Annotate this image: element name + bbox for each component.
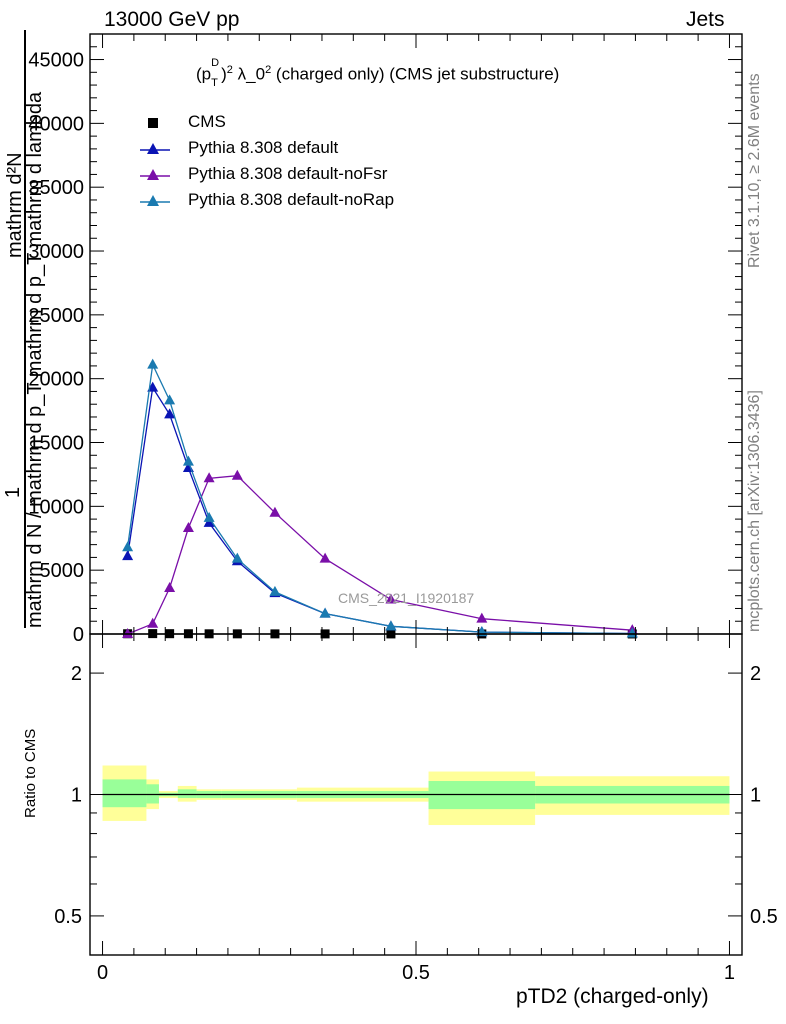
title-part-close: ) (221, 64, 227, 84)
legend-label: Pythia 8.308 default-noRap (188, 190, 395, 209)
series-3-point (164, 394, 176, 405)
y-axis-label-one: 1 (2, 486, 24, 498)
series-2-point (203, 472, 215, 483)
legend-triangle-marker-icon (140, 169, 170, 180)
series-2-point (231, 469, 243, 480)
legend-label: CMS (188, 112, 226, 131)
series-line-2 (127, 475, 633, 635)
series-1-point (122, 550, 134, 561)
main-y-tick-label: 40000 (28, 113, 84, 135)
legend-triangle-marker-icon (140, 143, 170, 154)
main-y-tick-label: 10000 (28, 496, 84, 518)
ratio-y-tick-label-right: 0.5 (750, 906, 778, 928)
title-part-sub-t: T (211, 76, 218, 89)
series-3-point (147, 358, 159, 369)
series-1-point (164, 408, 176, 419)
ratio-y-tick-label-left: 0.5 (54, 906, 82, 928)
legend-entry-cms: CMS (140, 110, 460, 136)
main-y-tick-label: 0 (73, 624, 84, 646)
series-2-point (269, 506, 281, 517)
series-3-point (122, 541, 134, 552)
series-3-point (203, 511, 215, 522)
series-3-point (269, 585, 281, 596)
legend-entry-norap: Pythia 8.308 default-noRap (140, 188, 460, 214)
series-2-point (182, 522, 194, 533)
main-y-tick-label: 5000 (40, 560, 85, 582)
x-tick-label: 0 (97, 962, 108, 984)
title-part-rest: (charged only) (CMS jet substructure) (271, 64, 560, 84)
series-3-point (182, 455, 194, 466)
series-2-point (147, 617, 159, 628)
legend-label: Pythia 8.308 default (188, 138, 339, 157)
title-part-sup-2b: 2 (265, 64, 272, 76)
ratio-y-tick-label-left: 1 (71, 785, 82, 807)
series-3-point (231, 552, 243, 563)
series-2-point (319, 552, 331, 563)
ratio-inner-band (146, 784, 159, 804)
main-title: (p D T)2 λ_02 (charged only) (CMS jet subs… (196, 57, 560, 89)
legend-square-marker-icon (148, 118, 158, 128)
main-y-tick-label: 30000 (28, 241, 84, 263)
x-tick-label: 0.5 (402, 962, 430, 984)
title-part-lambda: λ_0 (232, 64, 266, 84)
analysis-watermark: CMS_2021_I1920187 (338, 590, 475, 606)
mcplots-label: mcplots.cern.ch [arXiv:1306.3436] (746, 390, 763, 632)
y-axis-label-denominator: mathrm d N / mathrm d p_T mathrm d p_T m… (24, 91, 46, 628)
axis-ticks: 0 5000 10000 15000 20000 25000 30000 35000 40000… (28, 34, 778, 984)
y-axis-label-fraction-bar (24, 30, 26, 628)
legend-label: Pythia 8.308 default-noFsr (188, 164, 388, 183)
main-y-tick-label: 15000 (28, 433, 84, 455)
main-y-tick-label: 20000 (28, 369, 84, 391)
main-y-tick-label: 35000 (28, 177, 84, 199)
series-1-point (203, 516, 215, 527)
ratio-y-tick-label-right: 2 (750, 663, 761, 685)
title-part-p: (p (196, 64, 212, 84)
main-y-tick-label: 45000 (28, 50, 84, 72)
series-2-point (476, 612, 488, 623)
series-3-point (385, 620, 397, 631)
series-2-point (164, 582, 176, 593)
ratio-y-tick-label-left: 2 (71, 663, 82, 685)
title-part-sup-d: D (211, 56, 220, 69)
legend: CMS Pythia 8.308 default Pythia 8.308 de… (140, 110, 460, 214)
header-left-label: 13000 GeV pp (104, 8, 240, 31)
x-axis-label: pTD2 (charged-only) (516, 985, 709, 1008)
series-3-point (319, 607, 331, 618)
legend-entry-default: Pythia 8.308 default (140, 136, 460, 162)
ratio-y-tick-label-right: 1 (750, 785, 761, 807)
series-2-point (122, 628, 134, 638)
series-2-point (385, 593, 397, 604)
header-right-label: Jets (686, 8, 725, 31)
rivet-version-label: Rivet 3.1.10, ≥ 2.6M events (746, 73, 763, 268)
legend-triangle-marker-icon (140, 195, 170, 206)
ratio-inner-band (102, 779, 147, 808)
x-tick-label: 1 (724, 962, 735, 984)
ratio-uncertainty-bands (102, 765, 730, 826)
legend-entry-nofsr: Pythia 8.308 default-noFsr (140, 162, 460, 188)
main-y-tick-label: 25000 (28, 305, 84, 327)
title-part-sup-2: 2 (226, 64, 233, 76)
ratio-y-axis-label: Ratio to CMS (22, 728, 39, 818)
ratio-inner-band (177, 789, 197, 799)
